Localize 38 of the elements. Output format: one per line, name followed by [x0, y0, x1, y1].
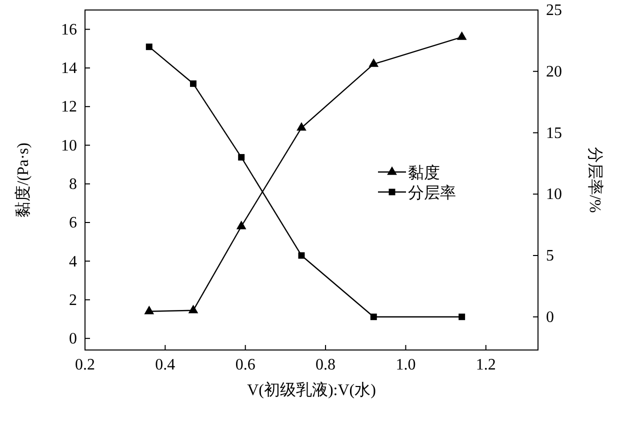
y2-tick-label: 20	[546, 63, 562, 80]
y-axis-title: 黏度/(Pa·s)	[14, 142, 32, 218]
y2-axis-title: 分层率/%	[586, 147, 604, 213]
x-tick-label: 0.6	[235, 356, 256, 374]
x-tick-label: 1.2	[476, 356, 496, 374]
y-tick-label: 12	[61, 98, 77, 116]
x-tick-label: 0.8	[316, 356, 336, 374]
y2-tick-label: 5	[546, 248, 554, 265]
point	[144, 306, 154, 314]
point	[456, 31, 467, 40]
x-tick-label: 0.2	[75, 356, 95, 374]
y2-tick-label: 0	[546, 308, 554, 326]
y-tick-label: 2	[69, 292, 77, 309]
point	[458, 314, 466, 320]
x-tick-label: 1.0	[396, 356, 416, 374]
y2-tick-label: 25	[546, 2, 562, 20]
x-tick-label: 0.4	[155, 356, 176, 374]
y-tick-label: 14	[61, 60, 77, 78]
legend-label: 黏度	[408, 164, 440, 182]
point	[188, 304, 198, 314]
y-tick-label: 4	[69, 253, 77, 270]
y-tick-label: 0	[69, 330, 77, 348]
point	[236, 220, 246, 230]
y-tick-label: 10	[61, 137, 77, 154]
y-tick-label: 16	[61, 21, 77, 38]
x-axis-title: V(初级乳液):V(水)	[247, 381, 376, 399]
point	[296, 122, 306, 131]
point	[190, 80, 196, 87]
y-tick-label: 6	[69, 214, 77, 232]
point	[298, 252, 305, 259]
point	[368, 58, 379, 67]
y2-tick-label: 15	[546, 124, 562, 142]
point	[146, 44, 152, 50]
point	[370, 314, 377, 320]
point	[238, 154, 245, 161]
y-tick-label: 8	[69, 176, 77, 193]
legend-label: 分层率	[408, 184, 456, 202]
y2-tick-label: 10	[546, 186, 562, 204]
